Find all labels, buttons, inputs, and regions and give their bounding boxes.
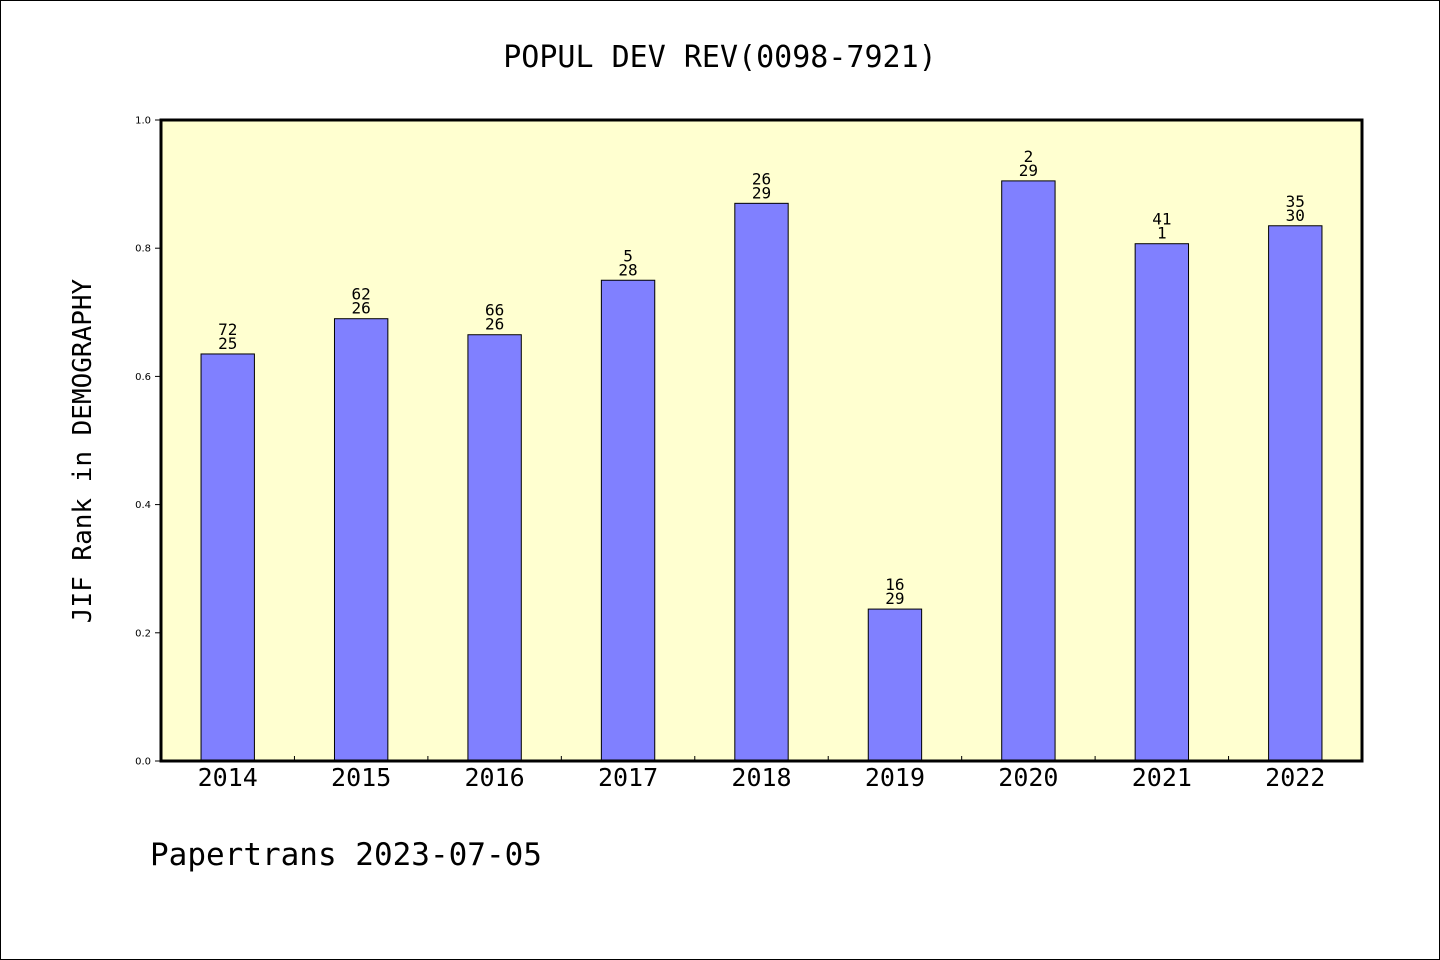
x-tick-label: 2014: [198, 763, 258, 792]
bar-label-bottom: 1: [1157, 224, 1167, 243]
x-tick-label: 2021: [1132, 763, 1192, 792]
bar-label-top: 5: [623, 246, 633, 265]
plot-frame: [159, 118, 1364, 763]
y-tick-label: 0.4: [135, 500, 151, 511]
y-tick-label: 0.0: [135, 757, 151, 768]
bars-group: [200, 180, 1323, 762]
x-tick-label: 2018: [731, 763, 791, 792]
bar: [1268, 225, 1323, 762]
y-tick-label: 0.2: [135, 628, 151, 639]
bar-label-bottom: 29: [752, 183, 771, 202]
x-tick-label: 2020: [998, 763, 1058, 792]
bar-label-bottom: 29: [885, 589, 904, 608]
y-tick-label: 0.8: [135, 244, 151, 255]
bar-label-top: 16: [885, 575, 904, 594]
x-axis: 2014 2015 2016 2017 2018 2019 2020 2021 2022: [198, 756, 1325, 792]
bar-label-top: 2: [1024, 147, 1034, 166]
y-axis-title: JIF Rank in DEMOGRAPHY: [68, 278, 98, 623]
x-tick-label: 2022: [1265, 763, 1325, 792]
bar-label-bottom: 29: [1019, 161, 1038, 180]
x-tick-label: 2017: [598, 763, 658, 792]
chart-title: POPUL DEV REV(0098-7921): [503, 40, 936, 75]
y-tick-label: 0.6: [135, 372, 151, 383]
bar: [734, 202, 789, 762]
y-axis: 0.0 0.2 0.4 0.6 0.8 1.0: [135, 116, 161, 768]
bar: [867, 608, 923, 762]
bar-label-bottom: 28: [618, 260, 637, 279]
bar: [333, 318, 389, 762]
bar-label-top: 41: [1152, 210, 1171, 229]
x-tick-label: 2016: [465, 763, 525, 792]
bar-label-bottom: 26: [352, 299, 371, 318]
bar: [467, 334, 522, 762]
bar-label-top: 35: [1286, 192, 1305, 211]
bar: [1134, 243, 1190, 762]
x-tick-label: 2019: [865, 763, 925, 792]
bar-label-top: 72: [218, 320, 237, 339]
bar: [600, 279, 656, 762]
bar-label-top: 62: [352, 285, 371, 304]
bar-label-top: 26: [752, 169, 771, 188]
bar: [200, 353, 255, 762]
bar-label-bottom: 25: [218, 334, 237, 353]
x-tick-label: 2015: [331, 763, 391, 792]
footer-text: Papertrans 2023-07-05: [150, 837, 542, 873]
bar-label-bottom: 26: [485, 315, 504, 334]
bar-label-bottom: 30: [1286, 206, 1305, 225]
bar: [1001, 180, 1056, 762]
y-tick-label: 1.0: [135, 116, 151, 127]
bar-label-top: 66: [485, 301, 504, 320]
